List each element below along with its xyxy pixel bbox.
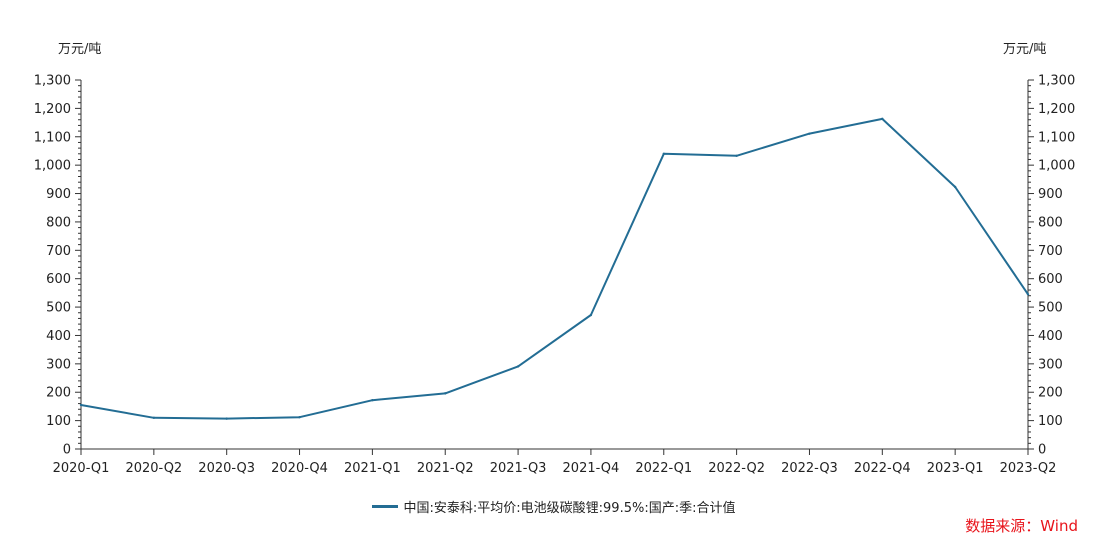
x-tick-label: 2022-Q4	[854, 461, 911, 476]
data-point	[152, 416, 156, 419]
x-tick-label: 2022-Q1	[635, 461, 692, 476]
right-y-tick-label: 900	[1038, 187, 1063, 202]
left-y-tick-label: 400	[46, 329, 71, 344]
x-tick-label: 2021-Q2	[417, 461, 474, 476]
data-point	[735, 154, 738, 157]
data-point	[881, 117, 884, 121]
right-y-tick-label: 500	[1038, 301, 1063, 316]
data-point	[79, 403, 83, 407]
series-group	[79, 117, 1030, 420]
left-y-tick-label: 1,300	[34, 74, 71, 89]
data-point	[589, 313, 593, 317]
x-tick-label: 2023-Q1	[927, 461, 984, 476]
left-y-tick-label: 100	[46, 414, 71, 429]
data-point	[298, 416, 301, 419]
right-y-tick-label: 0	[1038, 443, 1046, 458]
left-y-tick-label: 800	[46, 215, 71, 230]
right-y-tick-label: 1,300	[1038, 74, 1075, 89]
data-point	[662, 152, 665, 155]
data-point	[371, 398, 374, 402]
x-tick-label: 2021-Q1	[344, 461, 401, 476]
x-tick-label: 2022-Q3	[781, 461, 838, 476]
legend: 中国:安泰科:平均价:电池级碳酸锂:99.5%:国产:季:合计值	[0, 497, 1107, 516]
data-point	[516, 365, 520, 368]
right-axis-unit: 万元/吨	[1003, 42, 1046, 57]
data-source: 数据来源：Wind	[965, 517, 1078, 535]
x-tick-label: 2023-Q2	[1000, 461, 1057, 476]
x-tick-label: 2020-Q2	[125, 461, 182, 476]
right-y-tick-label: 1,200	[1038, 102, 1075, 117]
left-y-tick-label: 300	[46, 357, 71, 372]
data-point	[225, 417, 228, 420]
data-point	[1026, 293, 1030, 296]
right-y-tick-label: 100	[1038, 414, 1063, 429]
right-y-tick-label: 600	[1038, 272, 1063, 287]
left-y-tick-label: 1,200	[34, 102, 71, 117]
x-tick-label: 2020-Q4	[271, 461, 328, 476]
axes: 0 0 100 100 200 200 300 300 400 400 500 500 600 600 70…	[34, 74, 1075, 477]
left-y-tick-label: 900	[46, 187, 71, 202]
legend-swatch	[371, 505, 398, 508]
right-y-tick-label: 1,000	[1038, 159, 1075, 174]
right-y-tick-label: 400	[1038, 329, 1063, 344]
legend-label: 中国:安泰科:平均价:电池级碳酸锂:99.5%:国产:季:合计值	[403, 501, 736, 516]
left-y-tick-label: 1,100	[34, 130, 71, 145]
right-y-tick-label: 1,100	[1038, 130, 1075, 145]
left-y-tick-label: 200	[46, 386, 71, 401]
left-axis-unit: 万元/吨	[58, 42, 101, 57]
x-tick-label: 2020-Q1	[53, 461, 110, 476]
left-y-tick-label: 700	[46, 244, 71, 259]
left-y-tick-label: 0	[63, 443, 71, 458]
data-point	[444, 392, 447, 395]
right-y-tick-label: 700	[1038, 244, 1063, 259]
x-tick-label: 2020-Q3	[198, 461, 255, 476]
left-y-tick-label: 1,000	[34, 159, 71, 174]
left-y-tick-label: 500	[46, 301, 71, 316]
data-point	[953, 185, 957, 189]
right-y-tick-label: 800	[1038, 215, 1063, 230]
x-tick-label: 2021-Q3	[490, 461, 547, 476]
series-line	[80, 117, 1029, 420]
data-point	[808, 132, 811, 135]
left-y-tick-label: 600	[46, 272, 71, 287]
x-tick-label: 2022-Q2	[708, 461, 765, 476]
right-y-tick-label: 300	[1038, 357, 1063, 372]
x-tick-label: 2021-Q4	[563, 461, 620, 476]
right-y-tick-label: 200	[1038, 386, 1063, 401]
